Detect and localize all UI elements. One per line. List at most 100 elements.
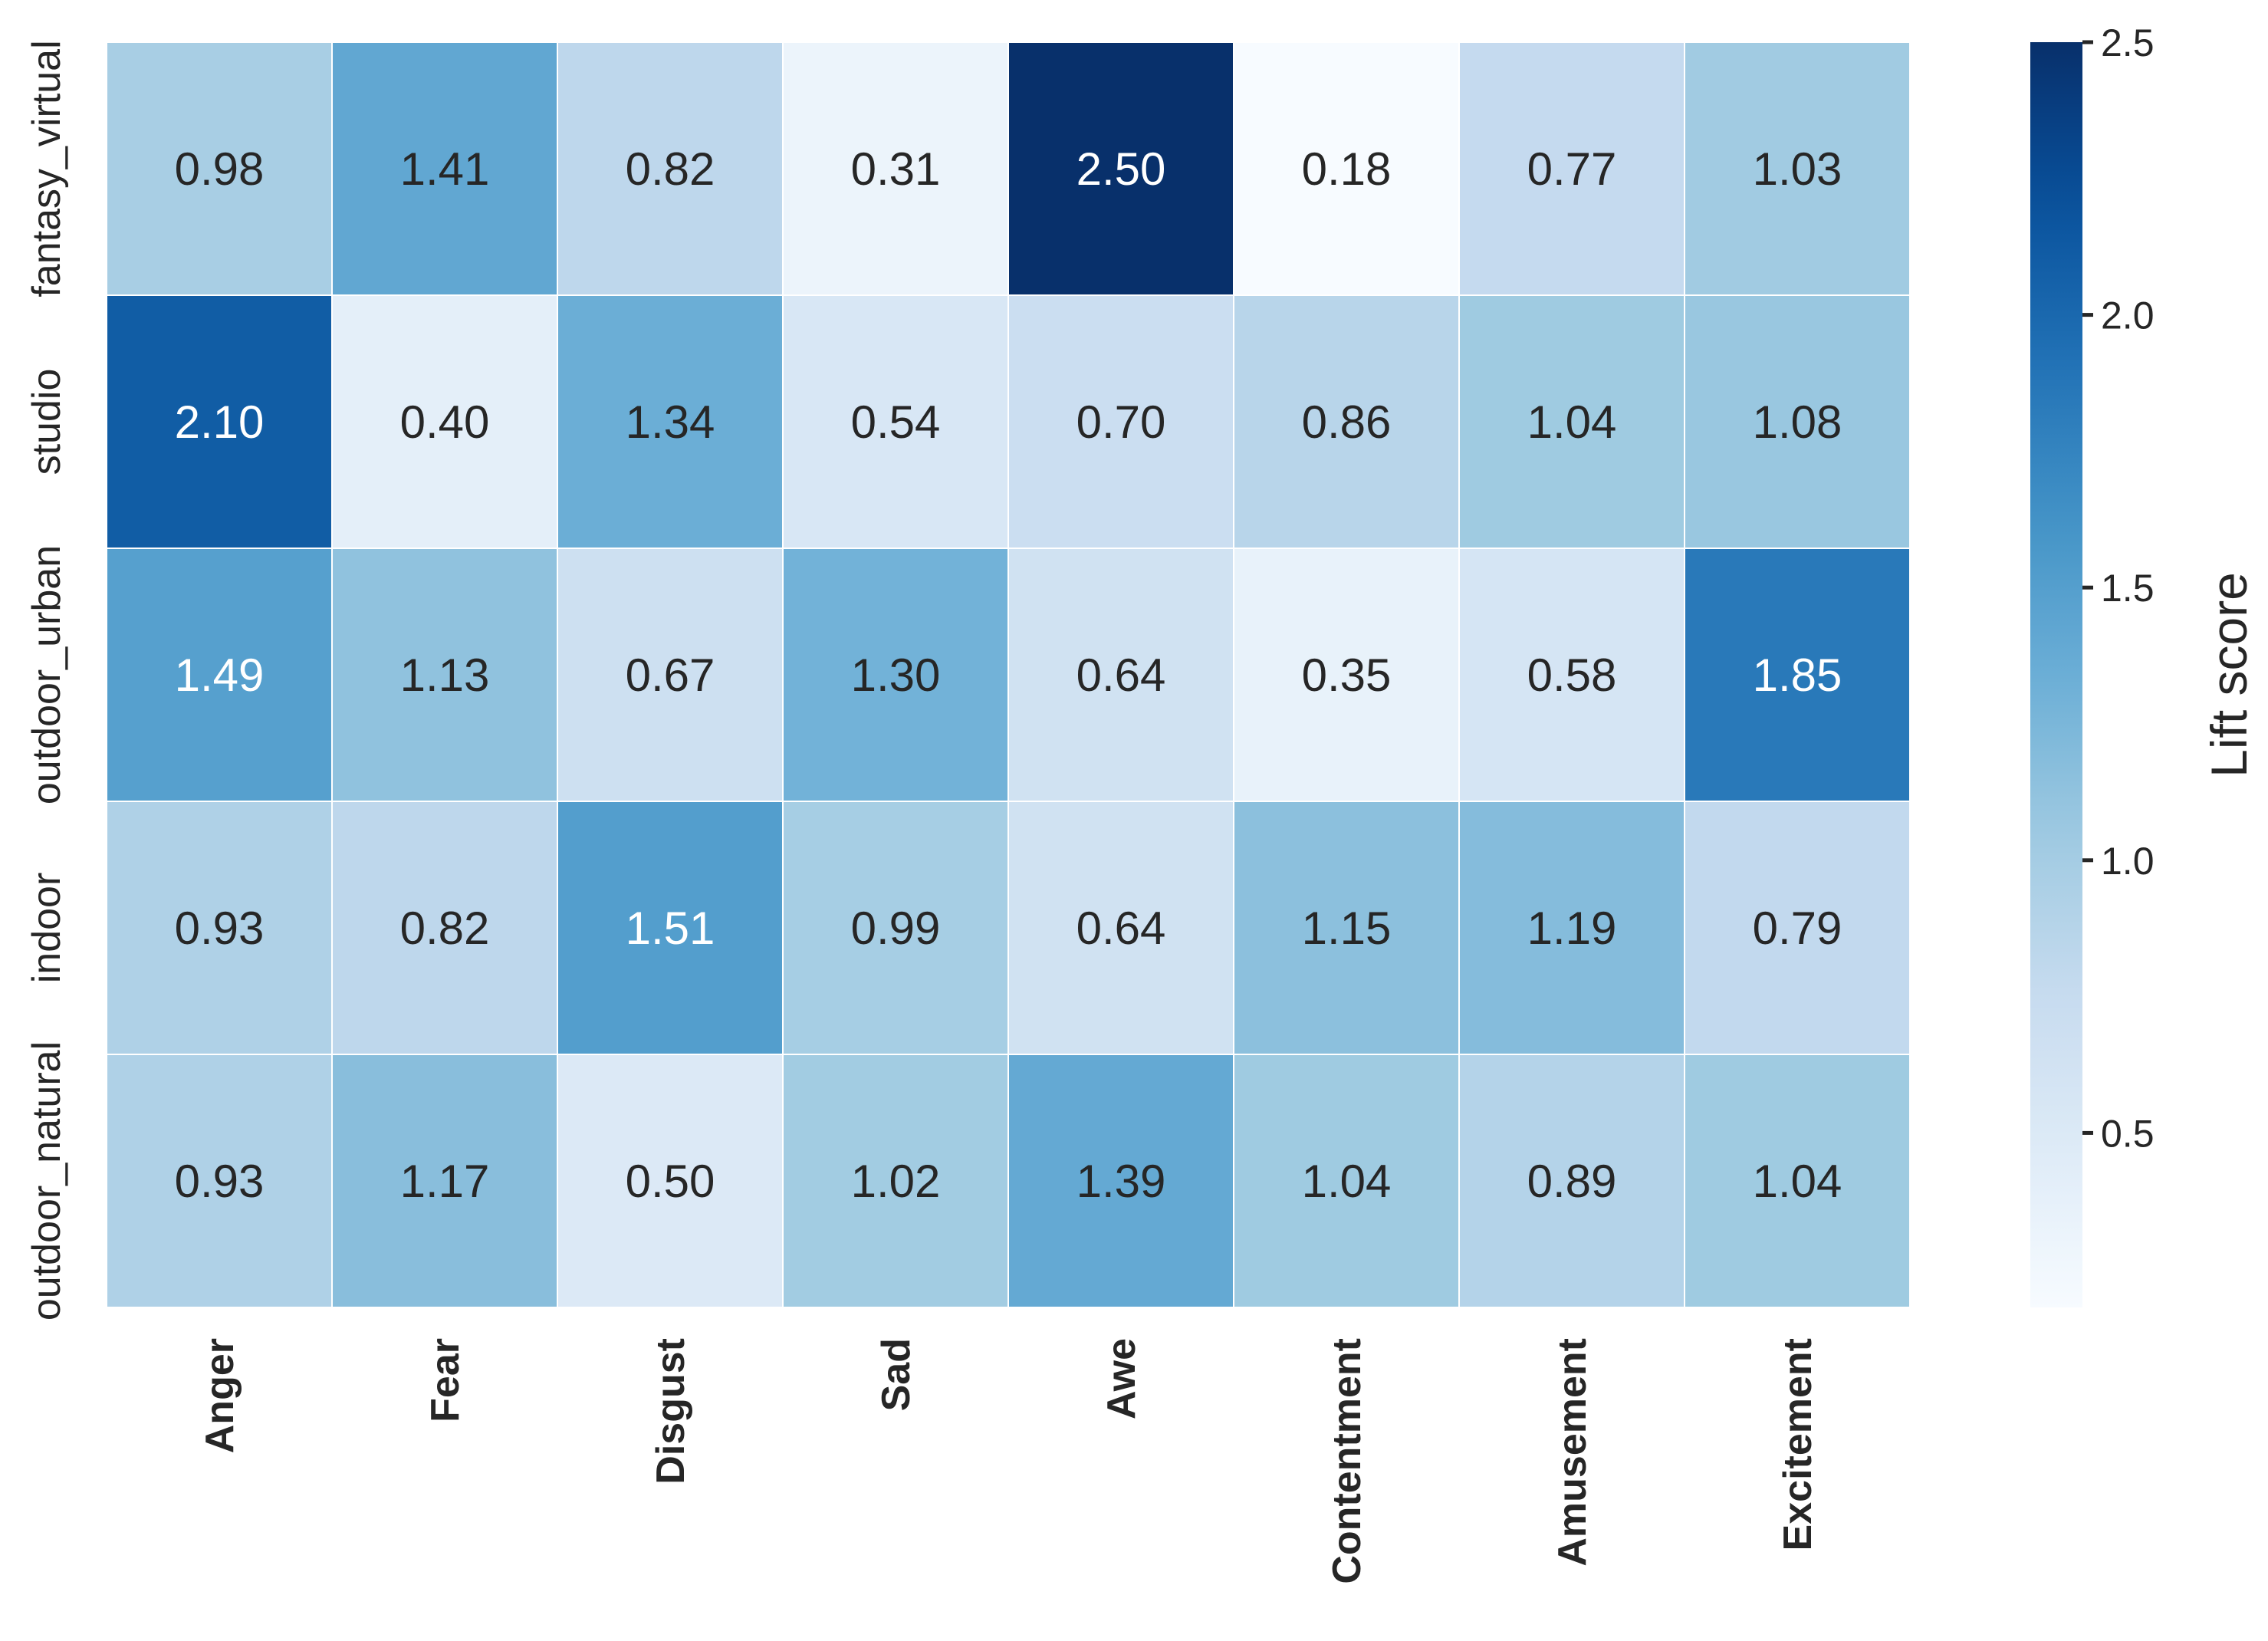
cell-value-label: 0.86 <box>1302 396 1392 448</box>
cell-value-label: 0.64 <box>1076 903 1166 954</box>
column-label: Anger <box>198 1338 242 1453</box>
cell-value-label: 2.50 <box>1076 143 1166 195</box>
cell-value-label: 1.08 <box>1753 396 1842 448</box>
row-label: outdoor_natural <box>25 1041 69 1320</box>
heatmap-cell <box>331 548 558 802</box>
colorbar-tick-label: 1.5 <box>2101 567 2155 610</box>
column-label: Contentment <box>1325 1338 1369 1584</box>
cell-value-label: 0.93 <box>175 1156 265 1207</box>
column-label: Excitement <box>1776 1338 1820 1551</box>
cell-value-label: 2.10 <box>175 396 265 448</box>
heatmap-cell <box>1458 41 1685 296</box>
row-label: indoor <box>25 873 69 984</box>
heatmap-cell <box>1458 1054 1685 1308</box>
heatmap-cell <box>106 41 333 296</box>
heatmap-cell <box>1007 801 1234 1055</box>
cell-value-label: 0.82 <box>626 143 715 195</box>
heatmap-cell <box>557 548 784 802</box>
heatmap-cell <box>1233 1054 1460 1308</box>
cell-value-label: 1.49 <box>175 649 265 701</box>
heatmap-cell <box>331 41 558 296</box>
heatmap-cell <box>331 294 558 549</box>
cell-value-label: 0.77 <box>1527 143 1617 195</box>
cell-value-label: 1.04 <box>1753 1156 1842 1207</box>
heatmap-cell <box>1684 548 1911 802</box>
cell-value-label: 1.34 <box>626 396 715 448</box>
cell-value-label: 0.79 <box>1753 903 1842 954</box>
row-label: fantasy_virtual <box>25 40 69 297</box>
heatmap-cell <box>557 1054 784 1308</box>
cell-value-label: 1.85 <box>1753 649 1842 701</box>
heatmap-cell <box>1007 548 1234 802</box>
cell-value-label: 0.18 <box>1302 143 1392 195</box>
colorbar: 0.5 1.0 1.5 2.0 2.5 Lift score <box>2030 21 2257 1307</box>
colorbar-gradient <box>2030 42 2082 1307</box>
cell-value-label: 0.35 <box>1302 649 1392 701</box>
heatmap-cell <box>1233 294 1460 549</box>
heatmap-cell <box>106 801 333 1055</box>
heatmap-cell <box>1007 41 1234 296</box>
heatmap-cell <box>331 1054 558 1308</box>
heatmap-cells: 0.98 1.41 0.82 0.31 2.50 0.18 0.77 1.03 2.10 0.40… <box>106 41 1911 1308</box>
heatmap-cell <box>1684 41 1911 296</box>
row-label: studio <box>25 369 69 475</box>
colorbar-tick-label: 1.0 <box>2101 840 2155 883</box>
heatmap-cell <box>1458 548 1685 802</box>
cell-value-label: 1.39 <box>1076 1156 1166 1207</box>
cell-value-label: 1.41 <box>400 143 490 195</box>
column-label: Disgust <box>649 1338 693 1485</box>
cell-value-label: 1.30 <box>851 649 941 701</box>
heatmap-cell <box>1684 1054 1911 1308</box>
cell-value-label: 0.98 <box>175 143 265 195</box>
colorbar-tick-label: 2.0 <box>2101 294 2155 337</box>
heatmap-cell <box>106 548 333 802</box>
heatmap-cell <box>782 548 1009 802</box>
cell-value-label: 0.99 <box>851 903 941 954</box>
cell-value-label: 0.50 <box>626 1156 715 1207</box>
row-label: outdoor_urban <box>25 545 69 804</box>
cell-value-label: 0.70 <box>1076 396 1166 448</box>
colorbar-label: Lift score <box>2201 572 2257 778</box>
cell-value-label: 0.93 <box>175 903 265 954</box>
column-label: Amusement <box>1550 1338 1595 1567</box>
heatmap-cell <box>331 801 558 1055</box>
cell-value-label: 1.13 <box>400 649 490 701</box>
heatmap-cell <box>1458 801 1685 1055</box>
heatmap-cell <box>782 294 1009 549</box>
cell-value-label: 1.04 <box>1302 1156 1392 1207</box>
cell-value-label: 0.89 <box>1527 1156 1617 1207</box>
cell-value-label: 1.04 <box>1527 396 1617 448</box>
heatmap-cell <box>1233 41 1460 296</box>
column-labels: Anger Fear Disgust Sad Awe Contentment Amuseme… <box>198 1338 1820 1584</box>
cell-value-label: 0.54 <box>851 396 941 448</box>
colorbar-tick-label: 2.5 <box>2101 21 2155 64</box>
cell-value-label: 0.31 <box>851 143 941 195</box>
column-label: Awe <box>1099 1338 1144 1419</box>
cell-value-label: 1.19 <box>1527 903 1617 954</box>
heatmap-cell <box>1007 1054 1234 1308</box>
cell-value-label: 1.17 <box>400 1156 490 1207</box>
heatmap-cell <box>1458 294 1685 549</box>
cell-value-label: 0.40 <box>400 396 490 448</box>
cell-value-label: 1.03 <box>1753 143 1842 195</box>
cell-value-label: 1.15 <box>1302 903 1392 954</box>
heatmap-cell <box>782 801 1009 1055</box>
heatmap-cell <box>1233 548 1460 802</box>
heatmap-cell <box>1684 294 1911 549</box>
heatmap-cell <box>1007 294 1234 549</box>
heatmap-cell <box>782 41 1009 296</box>
colorbar-tick-label: 0.5 <box>2101 1112 2155 1155</box>
cell-value-label: 0.58 <box>1527 649 1617 701</box>
cell-value-label: 0.64 <box>1076 649 1166 701</box>
heatmap-cell <box>557 41 784 296</box>
heatmap-cell <box>557 801 784 1055</box>
column-label: Fear <box>423 1338 468 1422</box>
heatmap-cell <box>782 1054 1009 1308</box>
cell-value-label: 1.02 <box>851 1156 941 1207</box>
colorbar-ticks: 0.5 1.0 1.5 2.0 2.5 <box>2082 21 2155 1155</box>
column-label: Sad <box>874 1338 919 1411</box>
cell-value-label: 0.82 <box>400 903 490 954</box>
cell-value-label: 1.51 <box>626 903 715 954</box>
